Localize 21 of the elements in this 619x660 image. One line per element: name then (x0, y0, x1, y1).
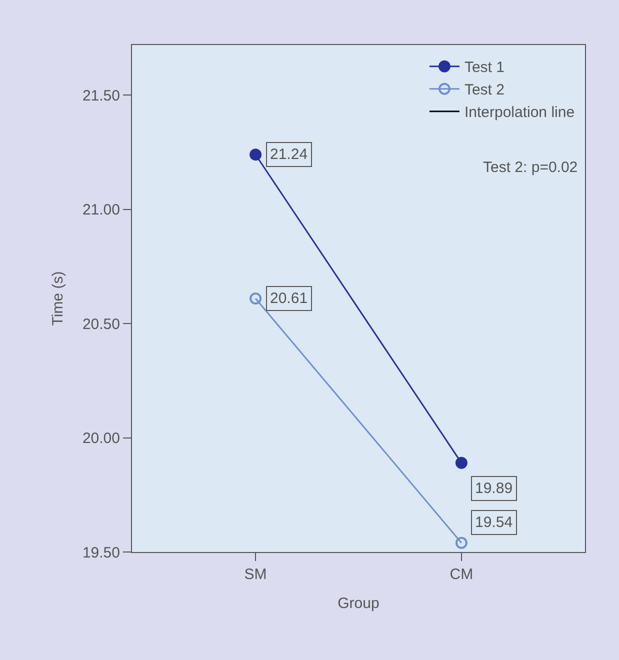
legend-label: Test 2 (464, 82, 504, 99)
y-tick-label: 20.00 (82, 430, 120, 448)
y-tick-label: 21.50 (82, 87, 120, 104)
legend-label: Test 1 (464, 59, 504, 76)
y-tick-label: 20.50 (82, 316, 120, 333)
data-label: 20.61 (270, 290, 308, 307)
x-tick-label: CM (450, 566, 474, 583)
x-tick-label: SM (244, 566, 267, 583)
point (455, 536, 468, 549)
point (250, 292, 262, 304)
data-label: 19.89 (475, 480, 513, 497)
annotation: Test 2: p=0.02 (483, 159, 578, 176)
y-tick-label: 21.00 (82, 202, 120, 219)
point (455, 456, 468, 469)
legend-label: Interpolation line (464, 104, 575, 122)
y-axis-title: Time (s) (50, 271, 67, 326)
data-label: 19.54 (475, 514, 513, 531)
y-tick-label: 19.50 (82, 544, 120, 562)
x-axis-title: Group (338, 595, 380, 612)
point (250, 148, 262, 161)
data-label: 21.24 (270, 146, 308, 163)
